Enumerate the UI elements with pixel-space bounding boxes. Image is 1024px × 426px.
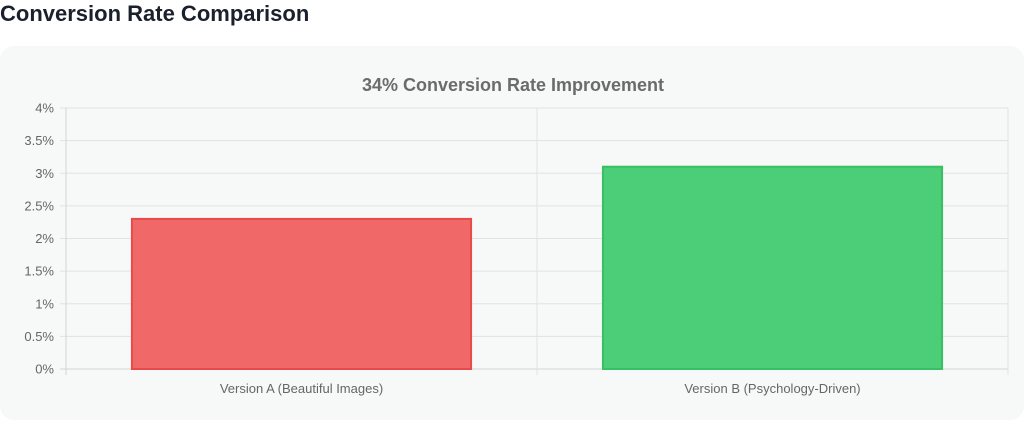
- chart-card: 34% Conversion Rate Improvement 0% 0.5% 1%…: [0, 46, 1024, 420]
- chart-title: 34% Conversion Rate Improvement: [362, 75, 664, 95]
- x-category-label: Version A (Beautiful Images): [220, 381, 383, 396]
- y-tick-label: 2%: [35, 231, 54, 246]
- bar: [130, 217, 473, 370]
- y-tick-label: 1%: [35, 296, 54, 311]
- bars: [130, 165, 944, 370]
- x-axis-categories: Version A (Beautiful Images) Version B (P…: [220, 381, 861, 396]
- bar: [601, 165, 944, 370]
- y-tick-label: 1.5%: [24, 264, 54, 279]
- y-tick-label: 3.5%: [24, 133, 54, 148]
- x-category-label: Version B (Psychology-Driven): [684, 381, 860, 396]
- page-title: Conversion Rate Comparison: [0, 1, 310, 26]
- y-tick-label: 4%: [35, 101, 54, 116]
- y-axis-ticks: 0% 0.5% 1% 1.5% 2% 2.5% 3% 3.5% 4%: [24, 101, 54, 377]
- y-tick-label: 0.5%: [24, 329, 54, 344]
- bar-chart: 34% Conversion Rate Improvement 0% 0.5% 1%…: [24, 75, 1009, 396]
- y-tick-label: 2.5%: [24, 198, 54, 213]
- y-tick-label: 0%: [35, 362, 54, 377]
- y-tick-label: 3%: [35, 166, 54, 181]
